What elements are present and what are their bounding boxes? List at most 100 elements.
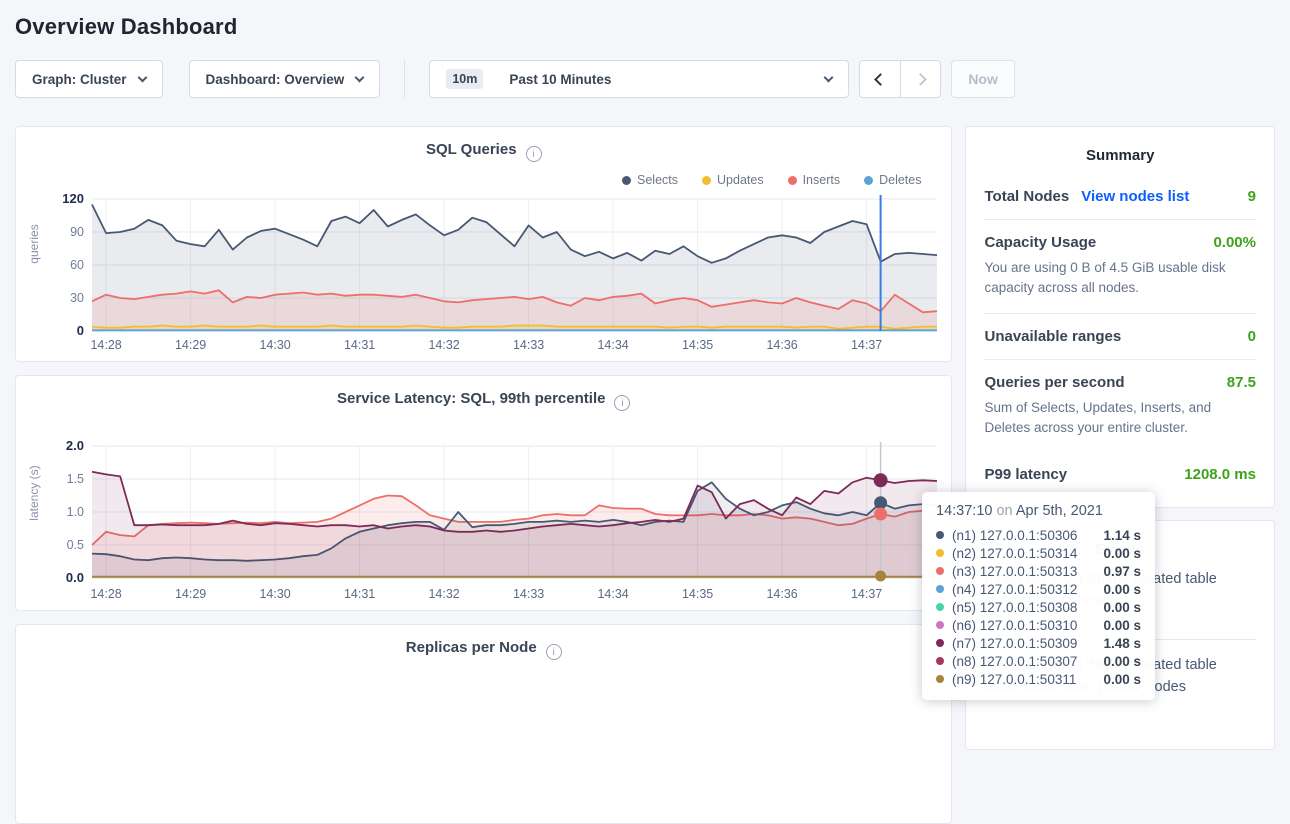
svg-text:14:28: 14:28: [90, 338, 121, 352]
svg-text:0.0: 0.0: [66, 570, 84, 585]
chart-title-text: Replicas per Node: [405, 639, 537, 656]
svg-text:14:36: 14:36: [766, 587, 797, 601]
graph-dropdown-label: Graph: Cluster: [32, 71, 127, 87]
tooltip-node-row: (n8) 127.0.0.1:50307 0.00 s: [936, 652, 1141, 670]
node-color-dot: [936, 657, 944, 665]
chart-legend: Selects Updates Inserts Deletes: [622, 173, 921, 187]
time-range-label: Past 10 Minutes: [509, 71, 612, 87]
time-step-buttons: [859, 60, 942, 98]
chevron-down-icon: [354, 72, 365, 82]
service-latency-chart-canvas[interactable]: 14:28 14:29 14:30 14:31 14:32 14:33 14:34 14:35…: [34, 436, 949, 604]
tooltip-node-row: (n3) 127.0.0.1:50313 0.97 s: [936, 562, 1141, 580]
legend-item: Deletes: [864, 173, 921, 187]
page-title: Overview Dashboard: [15, 14, 238, 39]
legend-label: Selects: [637, 173, 679, 187]
svg-text:1.5: 1.5: [67, 472, 84, 486]
time-step-forward-button[interactable]: [900, 61, 940, 97]
node-latency-value: 0.00 s: [1103, 671, 1141, 687]
capacity-usage-row: Capacity Usage 0.00% You are using 0 B o…: [984, 219, 1256, 313]
info-icon[interactable]: i: [614, 395, 631, 411]
svg-text:14:31: 14:31: [344, 587, 375, 601]
svg-text:14:29: 14:29: [175, 338, 206, 352]
sql-queries-chart-panel: SQL Queries i Selects Updates Inserts Delete…: [15, 126, 953, 362]
legend-label: Updates: [717, 173, 764, 187]
svg-text:14:32: 14:32: [428, 338, 459, 352]
legend-item: Inserts: [787, 173, 841, 187]
node-address: (n8) 127.0.0.1:50307: [952, 653, 1078, 669]
svg-text:14:36: 14:36: [766, 338, 797, 352]
svg-text:14:37: 14:37: [851, 587, 882, 601]
tooltip-date: Apr 5th, 2021: [1015, 503, 1103, 519]
node-address: (n1) 127.0.0.1:50306: [952, 527, 1078, 543]
p99-latency-label: P99 latency: [984, 466, 1068, 483]
svg-text:14:34: 14:34: [597, 338, 628, 352]
legend-dot: [864, 175, 874, 185]
svg-text:14:30: 14:30: [259, 338, 290, 352]
tooltip-node-row: (n2) 127.0.0.1:50314 0.00 s: [936, 544, 1141, 562]
time-step-back-button[interactable]: [860, 61, 900, 97]
chart-hover-tooltip: 14:37:10 on Apr 5th, 2021 (n1) 127.0.0.1…: [922, 492, 1155, 700]
legend-label: Inserts: [802, 173, 841, 187]
node-latency-value: 1.14 s: [1103, 527, 1141, 543]
p99-latency-row: P99 latency 1208.0 ms: [984, 452, 1256, 497]
svg-text:0.5: 0.5: [67, 538, 84, 552]
queries-per-second-row: Queries per second 87.5 Sum of Selects, …: [984, 358, 1256, 453]
svg-text:120: 120: [62, 193, 84, 206]
node-latency-value: 0.00 s: [1103, 545, 1141, 561]
now-button[interactable]: Now: [951, 60, 1015, 98]
svg-text:14:30: 14:30: [259, 587, 290, 601]
dashboard-dropdown-label: Dashboard: Overview: [205, 71, 345, 87]
capacity-usage-description: You are using 0 B of 4.5 GiB usable disk…: [984, 260, 1226, 296]
svg-text:14:35: 14:35: [682, 587, 713, 601]
node-color-dot: [936, 567, 944, 575]
overview-dashboard-page: Overview Dashboard Graph: Cluster Dashbo…: [0, 14, 1290, 824]
capacity-usage-value: 0.00%: [1213, 234, 1256, 251]
queries-per-second-description: Sum of Selects, Updates, Inserts, and De…: [984, 399, 1212, 435]
unavailable-ranges-row: Unavailable ranges 0: [984, 312, 1256, 359]
legend-label: Deletes: [879, 173, 922, 187]
info-icon[interactable]: i: [525, 146, 542, 162]
tooltip-node-rows: (n1) 127.0.0.1:50306 1.14 s (n2) 127.0.0.1…: [936, 526, 1141, 688]
view-nodes-list-link[interactable]: View nodes list: [1081, 188, 1190, 205]
queries-per-second-value: 87.5: [1226, 373, 1256, 391]
chart-title: Replicas per Node i: [16, 625, 951, 660]
node-latency-value: 1.48 s: [1103, 635, 1141, 651]
sql-queries-chart-canvas[interactable]: 14:28 14:29 14:30 14:31 14:32 14:33 14:34 14:35…: [34, 193, 949, 355]
total-nodes-row: Total Nodes View nodes list 9: [984, 174, 1256, 219]
svg-text:14:31: 14:31: [344, 338, 375, 352]
node-color-dot: [936, 585, 944, 593]
legend-item: Updates: [702, 173, 764, 187]
node-color-dot: [936, 675, 944, 683]
now-button-label: Now: [968, 71, 998, 87]
tooltip-node-row: (n7) 127.0.0.1:50309 1.48 s: [936, 634, 1141, 652]
chart-title: SQL Queries i: [16, 127, 951, 162]
time-range-badge: 10m: [446, 69, 484, 89]
chevron-down-icon: [823, 72, 834, 82]
node-latency-value: 0.00 s: [1103, 653, 1141, 669]
svg-text:30: 30: [70, 291, 84, 305]
node-color-dot: [936, 531, 944, 539]
info-icon[interactable]: i: [545, 644, 562, 660]
charts-column: SQL Queries i Selects Updates Inserts Delete…: [15, 126, 953, 824]
dashboard-controls: Graph: Cluster Dashboard: Overview 10m P…: [15, 60, 1275, 98]
chevron-down-icon: [137, 72, 147, 82]
svg-text:0: 0: [77, 323, 84, 338]
chart-title-text: Service Latency: SQL, 99th percentile: [337, 390, 606, 407]
graph-dropdown[interactable]: Graph: Cluster: [15, 60, 163, 98]
dashboard-dropdown[interactable]: Dashboard: Overview: [188, 60, 381, 98]
time-range-dropdown[interactable]: 10m Past 10 Minutes: [429, 60, 850, 98]
chart-title-text: SQL Queries: [425, 141, 517, 158]
node-color-dot: [936, 621, 944, 629]
total-nodes-value: 9: [1247, 188, 1256, 205]
node-address: (n7) 127.0.0.1:50309: [952, 635, 1078, 651]
summary-title: Summary: [1086, 147, 1155, 164]
node-color-dot: [936, 603, 944, 611]
svg-text:14:28: 14:28: [90, 587, 121, 601]
legend-dot: [787, 175, 797, 185]
service-latency-chart-panel: Service Latency: SQL, 99th percentile i l…: [15, 375, 953, 611]
replicas-per-node-chart-panel: Replicas per Node i: [15, 624, 953, 824]
tooltip-node-row: (n5) 127.0.0.1:50308 0.00 s: [936, 598, 1141, 616]
node-address: (n5) 127.0.0.1:50308: [952, 599, 1078, 615]
capacity-usage-label: Capacity Usage: [984, 234, 1097, 251]
tooltip-node-row: (n9) 127.0.0.1:50311 0.00 s: [936, 670, 1141, 688]
